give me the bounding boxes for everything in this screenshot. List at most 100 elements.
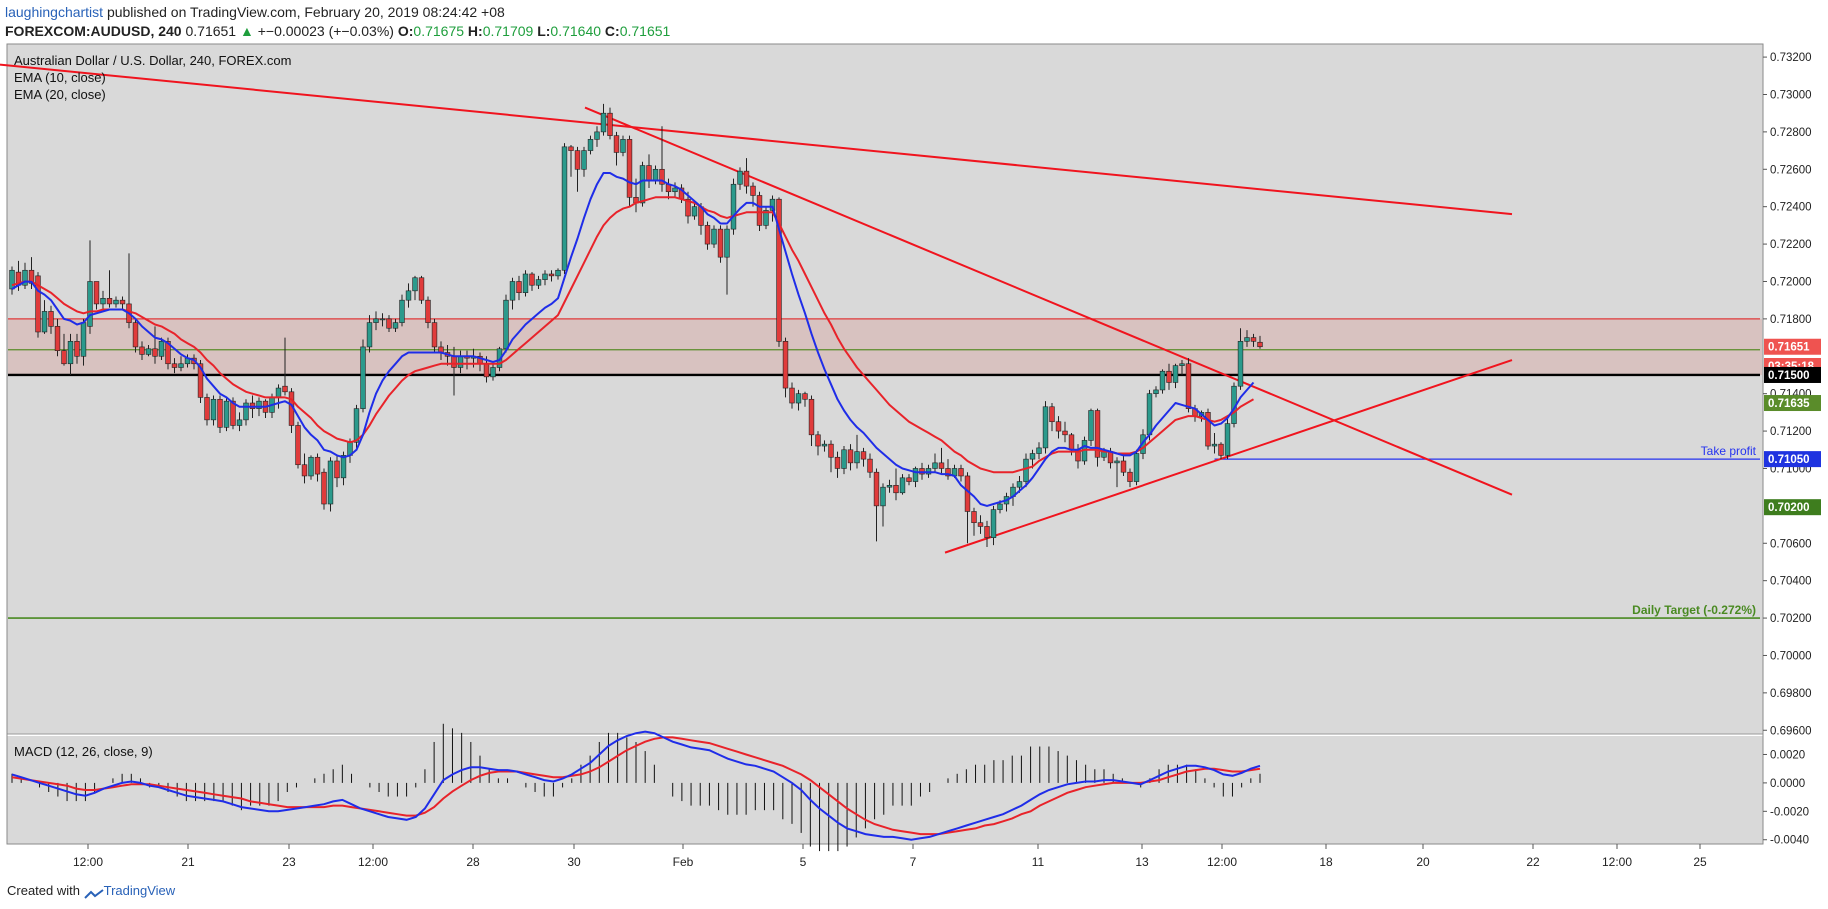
candle-body xyxy=(815,434,821,447)
candle-body xyxy=(899,477,906,494)
price-label-text: 0.71651 xyxy=(1768,342,1810,354)
candle-body xyxy=(613,135,620,153)
candle-body xyxy=(1029,453,1036,460)
candle-body xyxy=(561,146,568,271)
price-label-box xyxy=(1764,451,1821,468)
candle-body xyxy=(795,393,802,404)
candle-body xyxy=(574,150,581,170)
macd-layer xyxy=(11,723,1261,852)
candle-body xyxy=(275,387,282,398)
candle-body xyxy=(568,146,574,151)
candle-body xyxy=(399,299,405,323)
time-tick-label: 22 xyxy=(1526,855,1540,869)
candle-body xyxy=(854,451,860,464)
close-value: 0.71651 xyxy=(619,23,671,39)
footer-created: Created with xyxy=(7,883,80,898)
candle-body xyxy=(165,341,171,365)
candle-body xyxy=(1094,410,1101,458)
candle-body xyxy=(652,168,659,181)
candle-body xyxy=(912,468,919,482)
long-downtrend-trendline xyxy=(0,63,1513,216)
time-tick-label: 18 xyxy=(1319,855,1333,869)
price-tick-label: 0.70200 xyxy=(1770,613,1812,625)
time-tick-label: 20 xyxy=(1416,855,1430,869)
macd-signal-line xyxy=(11,736,1261,836)
zones-layer xyxy=(8,318,1762,375)
price-tick-label: 0.72800 xyxy=(1770,127,1812,139)
time-tick-label: 21 xyxy=(181,855,195,869)
candle-body xyxy=(256,400,262,409)
price-tick-label: 0.69800 xyxy=(1770,688,1812,700)
candle-body xyxy=(620,139,626,153)
candle-body xyxy=(867,458,873,473)
candle-body xyxy=(392,322,399,329)
candle-body xyxy=(646,165,652,181)
candle-body xyxy=(1237,341,1244,387)
candle-body xyxy=(873,471,880,507)
candle-body xyxy=(1114,460,1120,464)
candle-body xyxy=(308,456,314,477)
price-label-box xyxy=(1764,366,1821,383)
candle-body xyxy=(789,387,795,404)
ema10-line xyxy=(11,172,1255,507)
daily-target-label: Daily Target (-0.272%) xyxy=(1632,603,1756,617)
candle-body xyxy=(54,326,61,351)
price-tick-label: 0.72200 xyxy=(1770,239,1812,251)
macd-tick-label: 0.0020 xyxy=(1770,749,1805,761)
time-tick-label: 13 xyxy=(1135,855,1149,869)
candle-body xyxy=(483,363,490,378)
candle-body xyxy=(945,468,951,477)
candle-body xyxy=(204,397,210,421)
candle-body xyxy=(522,273,529,293)
candle-body xyxy=(750,185,756,196)
price-tick-label: 0.70600 xyxy=(1770,538,1812,550)
time-tick-label: 12:00 xyxy=(1207,855,1237,869)
resistance-zone xyxy=(8,318,1762,375)
publish-info: published on TradingView.com, February 2… xyxy=(103,4,505,20)
candle-body xyxy=(1133,453,1140,482)
candle-body xyxy=(1179,363,1185,366)
candle-body xyxy=(236,419,243,426)
price-tick-label: 0.72600 xyxy=(1770,164,1812,176)
candle-body xyxy=(61,350,67,365)
candle-body xyxy=(158,341,165,357)
price-tick-label: 0.71200 xyxy=(1770,426,1812,438)
candle-body xyxy=(9,269,15,290)
time-tick-label: 23 xyxy=(282,855,296,869)
candle-body xyxy=(301,464,308,477)
candle-body xyxy=(197,363,204,398)
chart-header: laughingchartist published on TradingVie… xyxy=(5,3,670,41)
candle-body xyxy=(490,367,496,378)
candle-body xyxy=(373,318,379,323)
candle-body xyxy=(295,425,301,466)
candle-body xyxy=(587,139,594,151)
author-link[interactable]: laughingchartist xyxy=(5,4,104,20)
legend-title: Australian Dollar / U.S. Dollar, 240, FO… xyxy=(14,53,291,68)
candle-body xyxy=(548,273,555,277)
candle-body xyxy=(67,341,74,365)
price-labels-layer: 0.7165103:35:180.715000.716350.710500.70… xyxy=(1764,338,1821,516)
low-value: 0.71640 xyxy=(550,23,602,39)
candle-body xyxy=(132,322,139,348)
candle-body xyxy=(828,443,834,458)
candle-body xyxy=(282,385,288,393)
candle-body xyxy=(418,277,425,301)
footer: Created with TradingView xyxy=(7,883,176,899)
candle-body xyxy=(756,195,763,226)
price-tick-label: 0.70000 xyxy=(1770,650,1812,662)
price-tick-label: 0.73200 xyxy=(1770,52,1812,64)
tradingview-logo-icon[interactable] xyxy=(83,887,104,899)
open-label: O: xyxy=(397,23,414,39)
change-arrow: ▲ xyxy=(239,23,254,39)
candle-body xyxy=(990,509,997,538)
candle-body xyxy=(321,471,327,505)
price-tick-label: 0.73000 xyxy=(1770,89,1812,101)
candle-body xyxy=(685,198,691,217)
candle-body xyxy=(35,275,41,333)
candle-body xyxy=(100,298,106,305)
candle-body xyxy=(782,341,789,389)
candle-body xyxy=(1153,389,1159,394)
candle-body xyxy=(1042,406,1049,449)
footer-brand[interactable]: TradingView xyxy=(103,883,176,898)
